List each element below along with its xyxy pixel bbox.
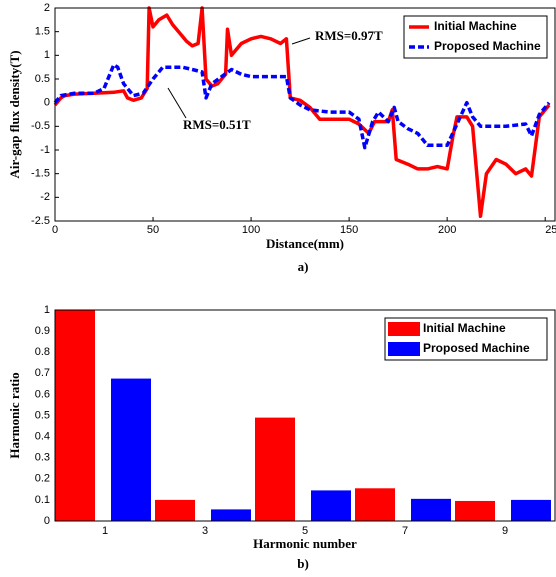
y-tick-label: 0.5 xyxy=(35,409,50,421)
data-line xyxy=(53,63,551,150)
x-axis-label: Distance(mm) xyxy=(266,236,344,251)
bar xyxy=(255,417,295,521)
data-line xyxy=(53,6,551,219)
x-tick-label: 150 xyxy=(340,224,358,236)
y-tick-label: -1.5 xyxy=(31,168,50,180)
y-tick-label: 0.2 xyxy=(35,473,50,485)
x-tick-label: 100 xyxy=(242,224,260,236)
bar xyxy=(411,498,451,521)
bar xyxy=(455,500,495,521)
bar xyxy=(511,499,551,521)
y-tick-label: 0.1 xyxy=(35,494,50,506)
y-axis-label: Air-gap flux density(T) xyxy=(7,50,22,178)
x-tick-label: 3 xyxy=(202,525,208,537)
bar xyxy=(211,509,251,521)
x-axis-label: Harmonic number xyxy=(253,536,357,551)
bar xyxy=(155,499,195,521)
plot-frame xyxy=(54,309,556,522)
y-tick-label: 0 xyxy=(44,515,50,527)
y-tick-label: 0.3 xyxy=(35,452,50,464)
y-tick-label: 1 xyxy=(44,304,50,316)
bar xyxy=(311,490,351,521)
x-tick-label: 25 xyxy=(545,224,556,236)
legend-swatch xyxy=(388,342,420,356)
x-tick-label: 1 xyxy=(102,525,108,537)
y-tick-label: -0.5 xyxy=(31,120,50,132)
annotation: RMS=0.51T xyxy=(183,117,251,132)
annotation-arrow xyxy=(291,37,311,45)
y-tick-label: 0 xyxy=(44,97,50,109)
caption: a) xyxy=(298,259,309,274)
y-tick-label: 1 xyxy=(44,49,50,61)
y-tick-label: 1.5 xyxy=(35,26,50,38)
x-tick-label: 5 xyxy=(302,525,308,537)
y-tick-label: 0.8 xyxy=(35,346,50,358)
x-tick-label: 0 xyxy=(52,224,58,236)
y-tick-label: 0.6 xyxy=(35,388,50,400)
y-tick-label: -2.5 xyxy=(31,215,50,227)
y-tick-label: 0.9 xyxy=(35,325,50,337)
y-axis-label: Harmonic ratio xyxy=(7,372,22,458)
y-tick-label: 0.7 xyxy=(35,367,50,379)
x-tick-label: 50 xyxy=(147,224,159,236)
legend-swatch xyxy=(388,322,420,336)
y-tick-label: -2 xyxy=(40,191,50,203)
legend-label: Initial Machine xyxy=(423,321,506,335)
y-tick-label: 0.5 xyxy=(35,73,50,85)
y-tick-label: 2 xyxy=(44,2,50,14)
y-tick-label: 0.4 xyxy=(35,431,50,443)
y-tick-label: -1 xyxy=(40,144,50,156)
bar xyxy=(55,310,95,521)
bar xyxy=(111,378,151,521)
legend-label: Proposed Machine xyxy=(423,341,530,355)
legend-box xyxy=(403,15,548,59)
bar xyxy=(355,488,395,521)
annotation: RMS=0.97T xyxy=(315,28,383,43)
caption: b) xyxy=(297,556,309,571)
plot-frame xyxy=(54,7,556,222)
x-tick-label: 7 xyxy=(402,525,408,537)
legend-label: Proposed Machine xyxy=(434,39,541,53)
legend-label: Initial Machine xyxy=(434,19,517,33)
x-tick-label: 200 xyxy=(438,224,456,236)
annotation-arrow xyxy=(167,87,187,119)
x-tick-label: 9 xyxy=(502,525,508,537)
